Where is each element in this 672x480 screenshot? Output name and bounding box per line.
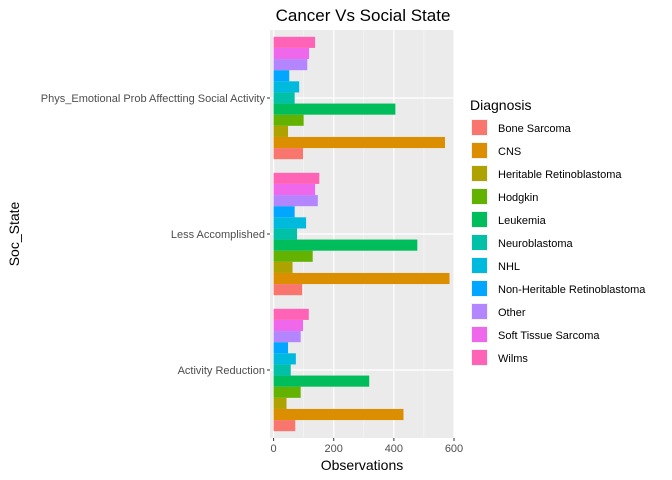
legend-label: Bone Sarcoma bbox=[498, 123, 572, 135]
x-tick-label: 200 bbox=[325, 443, 343, 455]
bar bbox=[273, 114, 304, 126]
bar bbox=[273, 397, 287, 409]
grid-layer bbox=[270, 30, 455, 438]
bar bbox=[273, 36, 316, 48]
legend-label: CNS bbox=[498, 146, 521, 158]
x-axis-label: Observations bbox=[321, 457, 403, 473]
legend-item: Wilms bbox=[471, 349, 528, 366]
legend-title: Diagnosis bbox=[470, 97, 531, 113]
legend-item: Hodgkin bbox=[471, 188, 538, 205]
x-tick-label: 0 bbox=[271, 443, 277, 455]
legend-swatch bbox=[472, 304, 487, 319]
bar bbox=[273, 272, 450, 285]
axis-layer: 0 200 400 600 Activity Reduction Less Accompl… bbox=[41, 93, 463, 455]
bar bbox=[273, 375, 370, 387]
bar bbox=[273, 284, 303, 296]
bar bbox=[273, 47, 310, 60]
bars-layer bbox=[273, 36, 450, 432]
legend-swatch bbox=[472, 350, 487, 365]
legend-label: Leukemia bbox=[498, 215, 547, 227]
bar bbox=[273, 250, 313, 262]
legend-swatch bbox=[472, 120, 487, 135]
bar bbox=[273, 308, 309, 320]
bar bbox=[273, 261, 293, 273]
legend-item: Neuroblastoma bbox=[471, 234, 573, 251]
legend-swatch bbox=[472, 143, 487, 158]
bar bbox=[273, 386, 301, 398]
legend-label: Soft Tissue Sarcoma bbox=[498, 330, 600, 342]
legend-item: Leukemia bbox=[471, 211, 547, 228]
bar bbox=[273, 206, 295, 218]
bar bbox=[273, 342, 289, 354]
legend-item: CNS bbox=[471, 142, 521, 159]
legend-item: Soft Tissue Sarcoma bbox=[471, 326, 600, 343]
y-axis-label: Soc_State bbox=[6, 201, 22, 266]
x-tick-label: 600 bbox=[445, 443, 463, 455]
bar bbox=[273, 408, 404, 421]
bar bbox=[273, 319, 304, 332]
legend-item: Heritable Retinoblastoma bbox=[471, 165, 622, 182]
bar bbox=[273, 217, 307, 229]
bar bbox=[273, 183, 316, 196]
bar bbox=[273, 420, 296, 432]
legend-swatch bbox=[472, 281, 487, 296]
y-tick-label: Less Accomplished bbox=[171, 229, 265, 241]
bar bbox=[273, 148, 304, 160]
bar bbox=[273, 59, 308, 71]
legend-items: Bone Sarcoma CNS Heritable Retinoblastoma H… bbox=[471, 119, 646, 366]
legend-label: Other bbox=[498, 307, 526, 319]
bar bbox=[273, 331, 301, 343]
bar bbox=[273, 92, 295, 104]
legend-item: Non-Heritable Retinoblastoma bbox=[471, 280, 646, 297]
legend-label: Heritable Retinoblastoma bbox=[498, 169, 622, 181]
bar bbox=[273, 195, 318, 207]
bar bbox=[273, 364, 291, 376]
bar bbox=[273, 136, 445, 149]
bar bbox=[273, 353, 296, 365]
legend-item: NHL bbox=[471, 257, 520, 274]
legend-item: Other bbox=[471, 303, 526, 320]
bar bbox=[273, 239, 418, 251]
bar bbox=[273, 125, 289, 137]
x-tick-label: 400 bbox=[385, 443, 403, 455]
legend-label: Wilms bbox=[498, 353, 528, 365]
legend-label: Neuroblastoma bbox=[498, 238, 573, 250]
bar bbox=[273, 70, 290, 82]
legend-swatch bbox=[472, 189, 487, 204]
legend-swatch bbox=[472, 258, 487, 273]
legend-swatch bbox=[472, 212, 487, 227]
legend-item: Bone Sarcoma bbox=[471, 119, 572, 136]
y-tick-label: Activity Reduction bbox=[178, 365, 265, 377]
chart-title: Cancer Vs Social State bbox=[276, 6, 451, 25]
y-tick-label: Phys_Emotional Prob Affectting Social Ac… bbox=[41, 93, 266, 105]
legend: Diagnosis Bone Sarcoma CNS Heritable Retin… bbox=[470, 97, 646, 366]
legend-swatch bbox=[472, 327, 487, 342]
bar bbox=[273, 228, 298, 240]
legend-label: Hodgkin bbox=[498, 192, 538, 204]
legend-label: NHL bbox=[498, 261, 520, 273]
bar bbox=[273, 172, 320, 184]
legend-swatch bbox=[472, 166, 487, 181]
bar bbox=[273, 81, 300, 93]
legend-swatch bbox=[472, 235, 487, 250]
legend-label: Non-Heritable Retinoblastoma bbox=[498, 284, 646, 296]
bar bbox=[273, 103, 396, 115]
